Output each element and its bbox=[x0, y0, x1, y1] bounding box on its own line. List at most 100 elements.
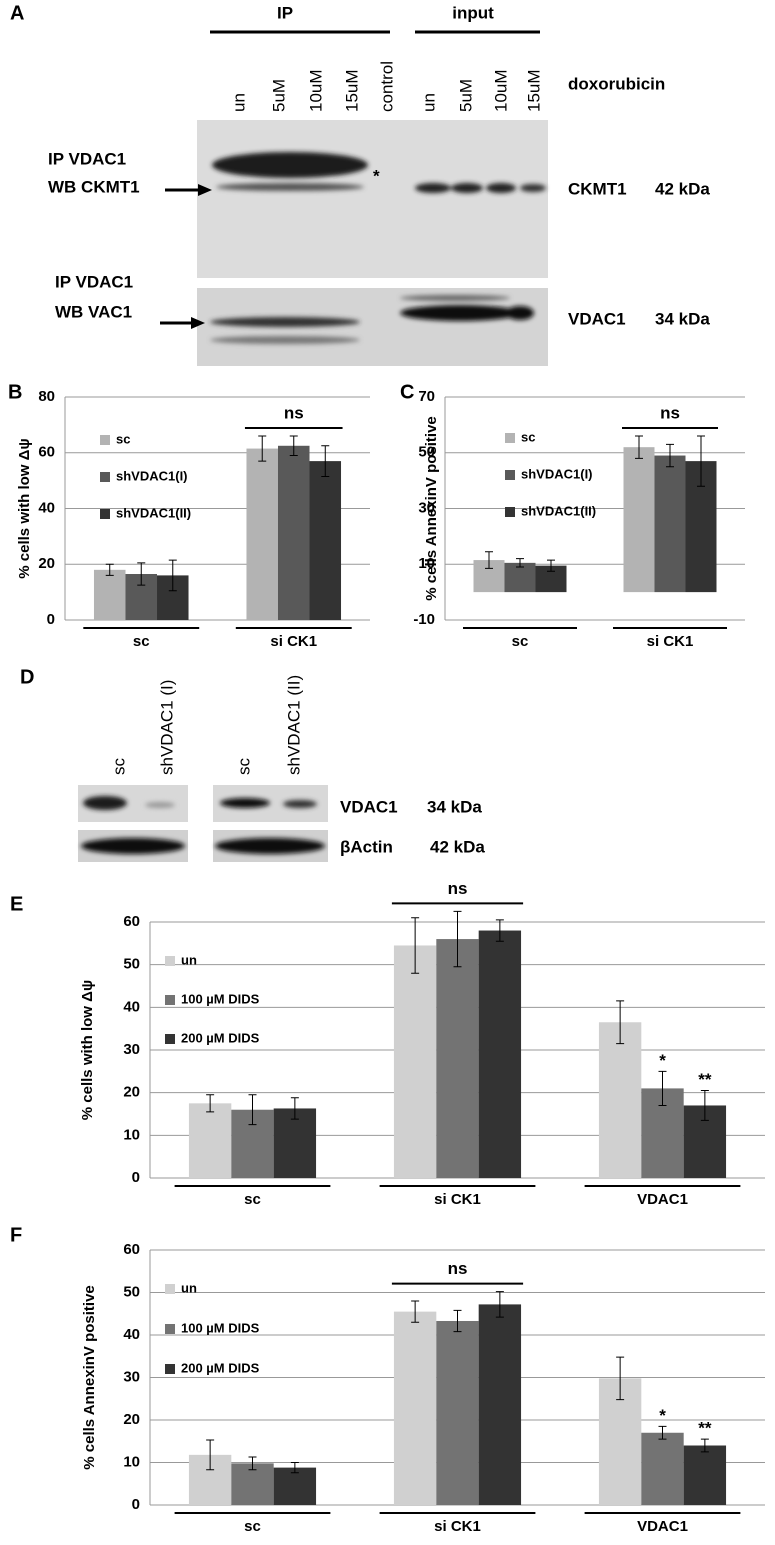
y-tick-label: 40 bbox=[38, 499, 55, 516]
x-tick-label: sc bbox=[133, 633, 150, 650]
asterisk: * bbox=[373, 166, 380, 185]
x-tick-label: si CK1 bbox=[434, 1191, 481, 1208]
error-bar bbox=[411, 1300, 420, 1323]
bar bbox=[393, 1311, 437, 1505]
y-tick-label: 20 bbox=[38, 555, 55, 572]
blot-label: 42 kDa bbox=[430, 837, 485, 856]
blot-label: CKMT1 bbox=[568, 179, 627, 198]
significance-marker: * bbox=[659, 1406, 666, 1425]
error-bar bbox=[700, 1438, 709, 1453]
error-bar bbox=[658, 1070, 667, 1106]
bar bbox=[231, 1463, 274, 1505]
lane-labels: un 5uM 10uM 15uM control un 5uM 10uM 15u… bbox=[229, 61, 543, 112]
blot-label: VDAC1 bbox=[340, 797, 398, 816]
error-bar bbox=[616, 1356, 625, 1401]
error-bar bbox=[616, 1000, 625, 1045]
error-bar bbox=[105, 563, 114, 576]
error-bar bbox=[547, 559, 555, 572]
legend-label: shVDAC1(I) bbox=[116, 468, 188, 483]
panel-label: A bbox=[10, 2, 24, 24]
y-axis-label: % cells AnnexinV positive bbox=[423, 416, 440, 601]
blot-label: IP VDAC1 bbox=[55, 272, 133, 291]
lane-label: 10uM bbox=[491, 69, 510, 112]
bar bbox=[309, 461, 342, 620]
legend-label: un bbox=[181, 1280, 197, 1295]
y-tick-label: 30 bbox=[123, 1368, 140, 1385]
panel-label: B bbox=[8, 381, 22, 403]
error-bar bbox=[206, 1439, 215, 1471]
x-tick-label: si CK1 bbox=[434, 1518, 481, 1535]
y-tick-label: 0 bbox=[132, 1169, 140, 1186]
y-tick-label: 30 bbox=[418, 499, 435, 516]
significance-label: ns bbox=[284, 404, 304, 423]
bands bbox=[212, 152, 546, 193]
y-tick-label: 60 bbox=[123, 1241, 140, 1258]
blot-label: WB CKMT1 bbox=[48, 177, 140, 196]
bar bbox=[277, 445, 310, 620]
legend-label: sc bbox=[521, 429, 535, 444]
blot-label: 34 kDa bbox=[655, 309, 710, 328]
blot-label: WB VAC1 bbox=[55, 302, 132, 321]
bar bbox=[504, 562, 536, 593]
bar bbox=[436, 1320, 479, 1505]
error-bar bbox=[495, 1291, 504, 1318]
bands bbox=[81, 796, 325, 854]
error-bar bbox=[485, 551, 493, 569]
legend-swatch bbox=[165, 1284, 175, 1294]
legend-swatch bbox=[165, 1034, 175, 1044]
lane-label: 15uM bbox=[524, 69, 543, 112]
legend-swatch bbox=[505, 433, 515, 443]
bar bbox=[393, 945, 437, 1178]
lane-label: shVDAC1 (I) bbox=[157, 680, 176, 775]
bar bbox=[436, 939, 479, 1178]
significance-label: ns bbox=[660, 404, 680, 423]
y-tick-label: 60 bbox=[123, 913, 140, 930]
y-axis-label: % cells AnnexinV positive bbox=[81, 1285, 98, 1470]
y-tick-label: 50 bbox=[418, 444, 435, 461]
y-axis-label: % cells with low Δψ bbox=[79, 980, 96, 1120]
y-tick-label: 20 bbox=[123, 1084, 140, 1101]
error-bar bbox=[289, 435, 298, 457]
error-bar bbox=[321, 445, 330, 477]
legend-swatch bbox=[100, 472, 110, 482]
y-tick-label: 30 bbox=[123, 1041, 140, 1058]
y-tick-label: 50 bbox=[123, 1283, 140, 1300]
charts: 0 20 40 60 80 % cells with low Δψ sc si CK1 ns sc… bbox=[16, 388, 765, 1535]
blot-label: IP VDAC1 bbox=[48, 149, 126, 168]
y-tick-label: 40 bbox=[123, 998, 140, 1015]
error-bar bbox=[137, 562, 146, 586]
y-tick-label: 0 bbox=[132, 1496, 140, 1513]
lane-label: 15uM bbox=[342, 69, 361, 112]
error-bar bbox=[168, 559, 177, 592]
blot-label: 34 kDa bbox=[427, 797, 482, 816]
y-tick-label: -10 bbox=[413, 611, 435, 628]
bands bbox=[210, 295, 534, 344]
y-tick-label: 40 bbox=[123, 1326, 140, 1343]
error-bar bbox=[700, 1090, 709, 1121]
legend-label: 200 µM DIDS bbox=[181, 1030, 260, 1045]
blot-label: VDAC1 bbox=[568, 309, 626, 328]
legend-swatch bbox=[505, 507, 515, 517]
y-tick-label: 10 bbox=[123, 1453, 140, 1470]
error-bar bbox=[411, 917, 420, 974]
panel-label: C bbox=[400, 381, 414, 403]
error-bar bbox=[697, 435, 705, 487]
blot-label: 42 kDa bbox=[655, 179, 710, 198]
lane-label: shVDAC1 (II) bbox=[284, 675, 303, 775]
x-tick-label: sc bbox=[244, 1191, 261, 1208]
arrow-head bbox=[198, 184, 212, 196]
lane-label: 10uM bbox=[306, 69, 325, 112]
legend-swatch bbox=[100, 435, 110, 445]
legend-label: sc bbox=[116, 431, 130, 446]
legend-swatch bbox=[100, 509, 110, 519]
legend-label: 200 µM DIDS bbox=[181, 1360, 260, 1375]
legend-swatch bbox=[165, 1364, 175, 1374]
significance-label: ns bbox=[448, 1259, 468, 1278]
x-tick-label: si CK1 bbox=[647, 633, 694, 650]
bar bbox=[478, 1304, 522, 1505]
error-bar bbox=[453, 1309, 462, 1333]
lane-label: control bbox=[377, 61, 396, 112]
bar bbox=[478, 930, 522, 1178]
y-axis-label: % cells with low Δψ bbox=[16, 438, 33, 578]
